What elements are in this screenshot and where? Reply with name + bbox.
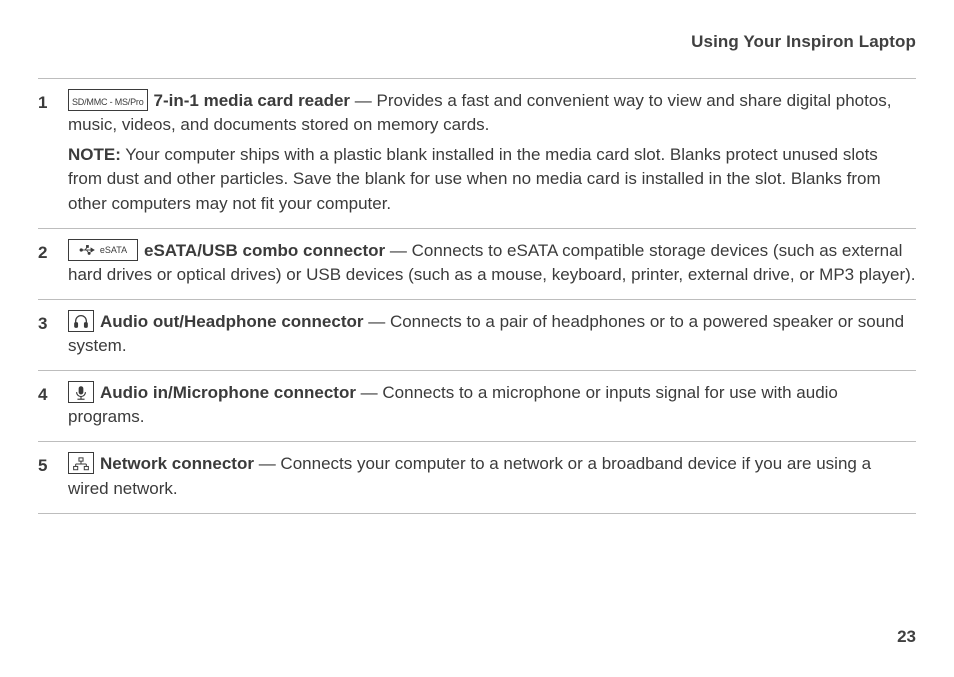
icon-label: SD/MMC - MS/Pro: [72, 97, 144, 107]
list-item: 3 Audio out/Headphone connector — Connec…: [38, 299, 916, 370]
page-number: 23: [897, 627, 916, 647]
list-item: 1 SD/MMC - MS/Pro 7-in-1 media card read…: [38, 78, 916, 228]
item-body: eSATA eSATA/USB combo connector — Connec…: [68, 239, 916, 287]
item-number: 4: [38, 381, 68, 429]
usb-icon: [79, 244, 97, 256]
item-body: Network connector — Connects your comput…: [68, 452, 916, 500]
microphone-icon: [68, 381, 94, 403]
sd-card-icon: SD/MMC - MS/Pro: [68, 89, 148, 111]
item-number: 2: [38, 239, 68, 287]
item-body: Audio in/Microphone connector — Connects…: [68, 381, 916, 429]
item-title: Audio in/Microphone connector: [100, 383, 356, 402]
esata-label: eSATA: [100, 240, 127, 260]
list-item: 5 Network connector — C: [38, 441, 916, 512]
network-icon: [68, 452, 94, 474]
note-text: Your computer ships with a plastic blank…: [68, 145, 881, 212]
item-title: eSATA/USB combo connector: [144, 241, 385, 260]
note-block: NOTE: Your computer ships with a plastic…: [68, 143, 916, 215]
note-label: NOTE:: [68, 145, 121, 164]
item-number: 5: [38, 452, 68, 500]
items-list: 1 SD/MMC - MS/Pro 7-in-1 media card read…: [38, 78, 916, 514]
item-body: Audio out/Headphone connector — Connects…: [68, 310, 916, 358]
headphone-icon: [68, 310, 94, 332]
item-title: Audio out/Headphone connector: [100, 312, 364, 331]
item-number: 1: [38, 89, 68, 216]
item-title: Network connector: [100, 454, 254, 473]
item-number: 3: [38, 310, 68, 358]
esata-usb-icon: eSATA: [68, 239, 138, 261]
page-header: Using Your Inspiron Laptop: [38, 32, 916, 52]
list-item: 4 Audio in/Microphone connector — Connec…: [38, 370, 916, 441]
item-title: 7-in-1 media card reader: [154, 91, 351, 110]
item-body: SD/MMC - MS/Pro 7-in-1 media card reader…: [68, 89, 916, 216]
list-item: 2: [38, 228, 916, 299]
